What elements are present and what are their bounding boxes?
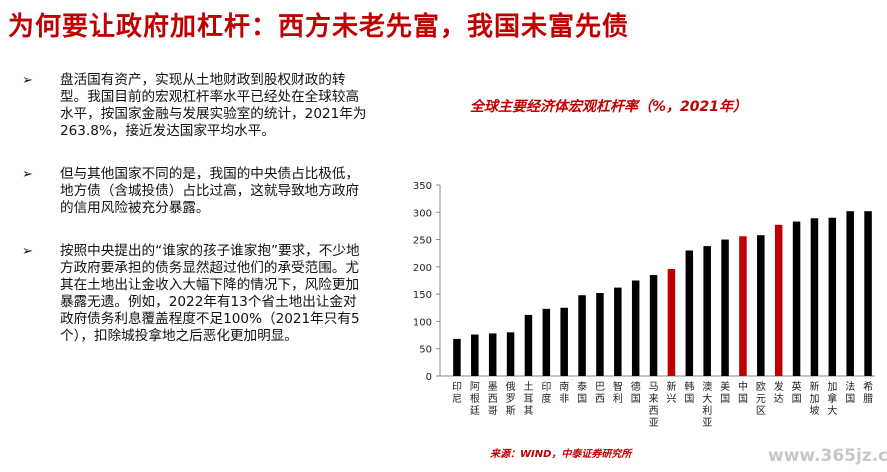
- bullet-list: ➢ 盘活国有资产，实现从土地财政到股权财政的转型。我国目前的宏观杠杆率水平已经处…: [22, 72, 367, 371]
- x-tick-label: 希腊: [863, 380, 873, 405]
- bullet-item: ➢ 但与其他国家不同的是，我国的中央债占比极低，地方债（含城投债）占比过高，这就…: [22, 166, 367, 217]
- x-tick-label: 新兴: [666, 380, 676, 405]
- x-tick-label: 新加坡: [809, 380, 819, 417]
- watermark: www.365jz.com: [768, 446, 887, 466]
- x-tick-label: 印尼: [452, 381, 462, 405]
- x-tick-label: 泰国: [577, 380, 587, 405]
- bar-23: [846, 211, 854, 376]
- bar-16: [721, 239, 729, 376]
- bar-3: [488, 333, 497, 376]
- bar-19: [774, 224, 783, 376]
- y-tick-label: 300: [413, 208, 432, 219]
- y-tick-label: 100: [413, 317, 432, 328]
- x-tick-label: 巴西: [595, 381, 605, 405]
- y-tick-label: 50: [419, 345, 432, 356]
- bar-7: [560, 307, 568, 376]
- x-tick-label: 发达: [774, 380, 784, 405]
- bullet-text: 盘活国有资产，实现从土地财政到股权财政的转型。我国目前的宏观杠杆率水平已经处在全…: [60, 72, 367, 139]
- bullet-text: 但与其他国家不同的是，我国的中央债占比极低，地方债（含城投债）占比过高，这就导致…: [60, 166, 360, 216]
- bar-13: [667, 269, 676, 376]
- bar-14: [685, 250, 694, 376]
- bar-9: [596, 293, 604, 376]
- source-note: 来源：WIND，中泰证券研究所: [490, 449, 632, 460]
- x-tick-label: 加拿大: [827, 381, 837, 417]
- bar-11: [631, 280, 640, 376]
- bar-chart: 0 50 100 150 200 250 300 350 印尼阿根廷墨西哥俄罗斯土耳其印度南非泰…: [413, 181, 875, 429]
- bar-21: [810, 218, 819, 376]
- x-tick-label: 美国: [720, 380, 730, 405]
- y-tick-label: 200: [413, 263, 432, 274]
- x-tick-label: 南非: [559, 380, 569, 405]
- bar-22: [828, 217, 837, 376]
- x-tick-label: 智利: [613, 380, 623, 405]
- x-tick-label: 韩国: [684, 380, 694, 405]
- x-tick-label: 印度: [541, 381, 551, 405]
- bar-18: [757, 235, 765, 376]
- y-tick-label: 350: [413, 181, 432, 192]
- x-tick-label: 德国: [631, 380, 641, 405]
- x-tick-label: 英国: [792, 380, 802, 405]
- x-tick-label: 中国: [738, 380, 748, 405]
- y-tick-label: 250: [413, 236, 432, 247]
- bullet-item: ➢ 盘活国有资产，实现从土地财政到股权财政的转型。我国目前的宏观杠杆率水平已经处…: [22, 72, 367, 140]
- bar-2: [471, 334, 479, 376]
- x-tick-label: 俄罗斯: [506, 381, 516, 417]
- bar-12: [649, 275, 658, 376]
- y-tick-label: 150: [413, 290, 432, 301]
- bar-17: [739, 236, 747, 376]
- bar-4: [506, 332, 515, 376]
- arrow-bullet-icon: ➢: [22, 244, 33, 259]
- bar-10: [614, 287, 622, 376]
- bar-20: [792, 221, 801, 376]
- bullet-text: 按照中央提出的“谁家的孩子谁家抱”要求，不少地方政府要承担的债务显然超过他们的承…: [60, 243, 360, 344]
- arrow-bullet-icon: ➢: [22, 167, 33, 182]
- x-tick-label: 土耳其: [523, 380, 533, 417]
- x-tick-label: 马来西亚: [649, 381, 659, 429]
- arrow-bullet-icon: ➢: [22, 73, 33, 88]
- chart-title: 全球主要经济体宏观杠杆率（%，2021年）: [470, 99, 747, 115]
- bar-6: [542, 308, 551, 376]
- bar-15: [703, 246, 711, 376]
- x-tick-label: 澳大利亚: [702, 380, 712, 429]
- bar-8: [578, 295, 586, 376]
- y-tick-label: 0: [426, 372, 432, 383]
- bar-24: [864, 211, 872, 376]
- bullet-item: ➢ 按照中央提出的“谁家的孩子谁家抱”要求，不少地方政府要承担的债务显然超过他们…: [22, 243, 367, 345]
- x-tick-label: 欧元区: [756, 381, 766, 417]
- bar-1: [453, 338, 461, 376]
- x-tick-label: 阿根廷: [470, 381, 480, 417]
- bar-5: [524, 314, 533, 376]
- page-title: 为何要让政府加杠杆：西方未老先富，我国未富先债: [8, 12, 630, 42]
- x-tick-label: 法国: [845, 380, 855, 405]
- x-tick-label: 墨西哥: [488, 381, 498, 417]
